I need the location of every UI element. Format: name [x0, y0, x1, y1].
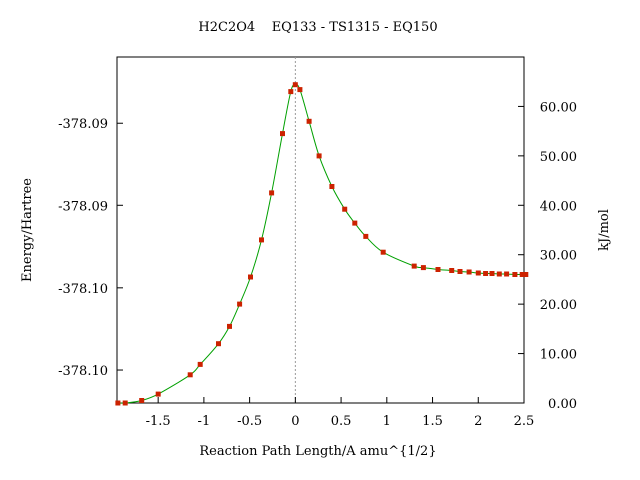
chart-title: H2C2O4 EQ133 - TS1315 - EQ150	[198, 20, 437, 35]
x-tick-label: -0.5	[237, 414, 262, 429]
data-point	[227, 323, 232, 329]
x-tick-label: 0	[291, 414, 299, 429]
x-tick-label: 1	[383, 414, 391, 429]
right-tick-label: 40.00	[540, 199, 577, 214]
data-point	[504, 271, 510, 277]
data-point	[435, 267, 441, 272]
data-point	[342, 206, 348, 212]
left-tick-label: -378.09	[58, 117, 108, 132]
x-tick-label: 2	[474, 414, 482, 429]
data-point	[483, 271, 489, 276]
data-point	[297, 87, 303, 93]
data-point	[216, 341, 221, 347]
x-tick-label: 1.5	[422, 414, 443, 429]
data-point	[363, 233, 369, 239]
data-point	[457, 269, 463, 274]
data-point	[197, 361, 203, 367]
right-tick-label: 50.00	[540, 150, 577, 165]
right-tick-label: 10.00	[540, 348, 577, 363]
data-point	[519, 272, 525, 277]
data-point	[512, 272, 518, 277]
x-tick-label: -1	[198, 414, 211, 429]
data-point	[329, 184, 335, 189]
data-point	[115, 400, 121, 406]
right-tick-label: 0.00	[548, 397, 577, 412]
data-point	[466, 269, 472, 275]
x-tick-label: 2.5	[514, 414, 535, 429]
x-axis-ticks: -1.5 -1 -0.5 0 0.5 1 1.5 2 2.5	[146, 397, 535, 429]
left-tick-label: -378.10	[58, 282, 108, 297]
data-point	[237, 301, 243, 307]
data-point	[269, 190, 275, 196]
data-point	[411, 263, 417, 269]
right-tick-label: 60.00	[540, 100, 577, 115]
data-point	[449, 268, 455, 273]
data-point	[523, 272, 529, 277]
data-point	[248, 274, 253, 280]
right-tick-label: 20.00	[540, 298, 577, 313]
data-point	[489, 271, 495, 276]
data-point	[259, 237, 264, 243]
data-point	[475, 270, 481, 276]
data-point	[420, 265, 426, 271]
x-tick-label: -1.5	[146, 414, 171, 429]
data-point	[306, 118, 312, 124]
energy-curve	[117, 83, 526, 404]
data-point	[496, 271, 502, 277]
left-tick-label: -378.10	[58, 364, 108, 379]
x-axis-title: Reaction Path Length/A amu^{1/2}	[199, 444, 436, 459]
right-axis-ticks: 0.00 10.00 20.00 30.00 40.00 50.00 60.00	[518, 100, 577, 412]
data-point	[288, 89, 294, 95]
left-tick-label: -378.09	[58, 199, 108, 214]
right-tick-label: 30.00	[540, 249, 577, 264]
x-tick-label: 0.5	[331, 414, 352, 429]
data-point	[139, 398, 145, 403]
data-points	[115, 82, 529, 406]
data-point	[352, 220, 358, 226]
data-point	[292, 82, 298, 88]
data-point	[122, 400, 128, 406]
data-point	[187, 372, 193, 378]
data-point	[316, 153, 322, 159]
data-point	[155, 391, 161, 397]
left-axis-title: Energy/Hartree	[20, 178, 35, 282]
data-point	[280, 131, 285, 137]
plot-frame	[116, 56, 525, 404]
left-axis-ticks: -378.10 -378.10 -378.09 -378.09	[58, 117, 123, 379]
data-point	[380, 249, 386, 255]
right-axis-title: kJ/mol	[597, 209, 612, 251]
